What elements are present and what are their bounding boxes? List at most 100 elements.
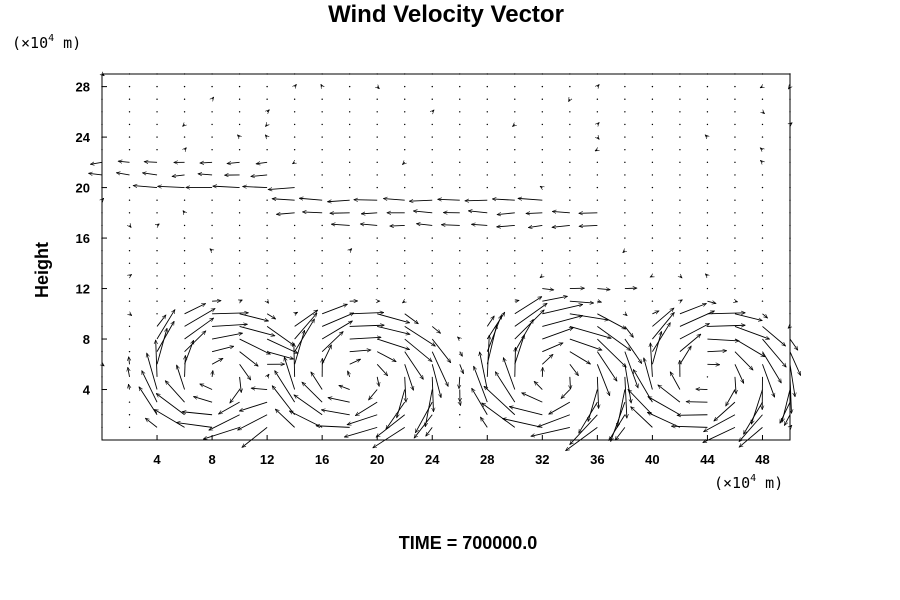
vector-arrow xyxy=(348,98,351,100)
vector-arrow xyxy=(183,224,186,227)
x-tick-label: 36 xyxy=(590,452,604,467)
vector-arrow xyxy=(276,213,295,215)
vector-arrow xyxy=(761,249,764,252)
vector-arrow xyxy=(431,313,433,315)
vector-arrow xyxy=(251,175,268,177)
vector-arrow xyxy=(541,149,544,151)
vector-arrow xyxy=(552,211,570,212)
vector-arrow xyxy=(502,419,543,428)
vector-arrow xyxy=(569,338,602,350)
vector-arrow xyxy=(513,124,515,126)
vector-arrow xyxy=(386,401,406,429)
vector-arrow xyxy=(431,161,433,164)
vector-arrow xyxy=(321,149,323,151)
vector-arrow xyxy=(486,262,488,265)
vector-arrow xyxy=(569,249,571,252)
vector-arrow xyxy=(294,310,318,327)
vector-arrow xyxy=(679,186,681,189)
vector-arrow xyxy=(650,343,653,377)
vector-arrow xyxy=(615,427,626,440)
vector-arrow xyxy=(617,389,626,428)
vector-arrow xyxy=(541,174,544,176)
vector-arrow xyxy=(348,287,351,290)
vector-arrow xyxy=(482,403,516,428)
x-tick-label: 8 xyxy=(208,452,215,467)
vector-arrow xyxy=(596,249,599,252)
vector-arrow xyxy=(295,311,298,314)
vector-arrow xyxy=(761,287,764,290)
vector-arrow xyxy=(624,123,626,126)
vector-arrow xyxy=(459,111,461,113)
vector-arrow xyxy=(284,357,296,390)
vector-arrow xyxy=(671,426,708,427)
x-tick-label: 12 xyxy=(260,452,274,467)
vector-arrow xyxy=(651,212,654,214)
vector-arrow xyxy=(377,338,409,349)
vector-arrow xyxy=(339,385,350,390)
vector-arrow xyxy=(596,351,617,381)
vector-arrow xyxy=(299,198,323,201)
vector-arrow xyxy=(266,287,268,290)
vector-arrow xyxy=(344,426,378,437)
vector-arrow xyxy=(141,371,158,403)
vector-arrow xyxy=(404,313,419,324)
vector-arrow xyxy=(157,224,159,226)
vector-arrow xyxy=(431,149,433,151)
vector-arrow xyxy=(624,174,626,176)
vector-arrow xyxy=(200,383,213,390)
vector-arrow xyxy=(624,98,626,100)
vector-arrow xyxy=(156,249,158,252)
vector-arrow xyxy=(404,85,406,88)
vector-arrow xyxy=(628,389,653,416)
y-tick-label: 28 xyxy=(76,80,90,95)
vector-arrow xyxy=(707,338,739,341)
vector-arrow xyxy=(256,162,268,164)
vector-arrow xyxy=(644,358,653,390)
vector-arrow xyxy=(347,414,378,425)
vector-arrow xyxy=(471,388,488,415)
vector-arrow xyxy=(706,224,709,227)
vector-arrow xyxy=(569,123,571,126)
vector-arrow xyxy=(459,149,461,151)
vector-arrow xyxy=(679,334,701,352)
vector-arrow xyxy=(89,173,103,175)
vector-arrow xyxy=(522,392,543,403)
vector-arrow xyxy=(468,211,488,214)
vector-arrow xyxy=(542,304,582,315)
vector-arrow xyxy=(597,313,625,330)
vector-arrow xyxy=(541,85,544,88)
vector-arrow xyxy=(404,287,406,290)
vector-arrow xyxy=(266,98,268,100)
vector-arrow xyxy=(486,313,488,315)
vector-arrow xyxy=(679,199,681,201)
vector-arrow xyxy=(734,111,736,113)
vector-arrow xyxy=(320,84,322,86)
vector-field xyxy=(89,73,802,450)
vector-arrow xyxy=(761,224,764,227)
vector-arrow xyxy=(404,149,406,151)
vector-arrow xyxy=(596,98,599,100)
time-readout: TIME = 700000.0 xyxy=(399,533,538,553)
vector-arrow xyxy=(266,275,268,277)
vector-arrow xyxy=(321,224,323,227)
vector-arrow xyxy=(596,161,599,164)
vector-arrow xyxy=(624,149,626,151)
vector-arrow xyxy=(669,372,681,390)
vector-arrow xyxy=(416,224,433,226)
vector-arrow xyxy=(679,98,681,100)
vector-arrow xyxy=(651,237,654,239)
vector-arrow xyxy=(706,376,709,378)
vector-arrow xyxy=(486,174,488,176)
vector-arrow xyxy=(761,199,764,201)
plot-frame xyxy=(101,73,791,441)
vector-arrow xyxy=(538,414,570,427)
vector-arrow xyxy=(414,414,433,438)
vector-arrow xyxy=(321,287,323,290)
vector-arrow xyxy=(624,224,626,227)
vector-arrow xyxy=(541,111,544,113)
vector-arrow xyxy=(328,200,350,202)
vector-arrow xyxy=(651,287,654,290)
vector-arrow xyxy=(275,371,296,403)
vector-arrow xyxy=(348,237,351,239)
vector-arrow xyxy=(514,111,516,113)
